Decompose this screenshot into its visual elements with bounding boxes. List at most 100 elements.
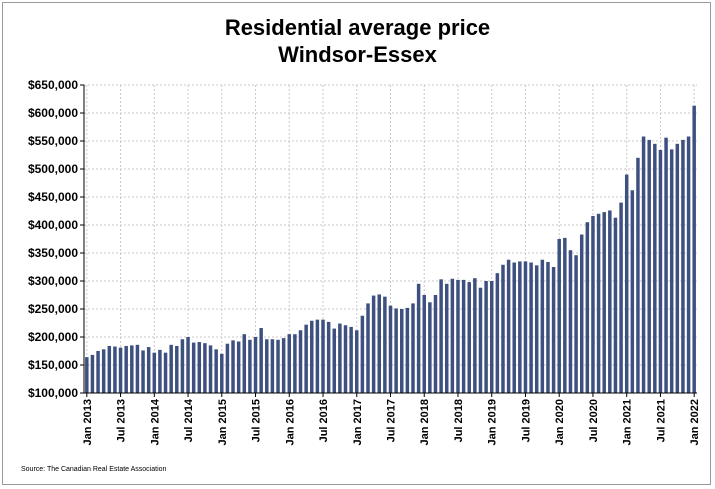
bar — [90, 354, 95, 393]
bar — [450, 278, 455, 393]
bar — [675, 143, 680, 393]
bar — [236, 341, 241, 393]
bar — [355, 330, 359, 393]
bar — [596, 213, 601, 393]
bar — [518, 261, 522, 393]
bar — [169, 344, 173, 393]
bar — [360, 315, 365, 393]
bar — [158, 349, 162, 393]
x-tick-label: Jul 2015 — [251, 399, 263, 442]
bar — [130, 345, 134, 393]
x-tick-label: Jul 2016 — [318, 399, 330, 442]
x-tick-label: Jan 2014 — [149, 398, 161, 445]
bar — [163, 352, 168, 393]
y-tick-label: $400,000 — [28, 218, 78, 232]
bar — [152, 352, 157, 393]
y-tick-label: $350,000 — [28, 246, 78, 260]
bar — [197, 342, 202, 393]
y-tick-label: $100,000 — [28, 386, 78, 400]
bar — [484, 281, 488, 393]
bar — [585, 222, 590, 393]
bar — [692, 105, 696, 393]
bar — [326, 321, 331, 393]
x-tick-label: Jul 2018 — [453, 399, 465, 442]
bar — [501, 264, 505, 393]
x-tick-label: Jan 2017 — [352, 399, 364, 445]
bar — [523, 261, 528, 393]
bar — [512, 262, 516, 393]
bar — [175, 345, 179, 393]
y-tick-labels: $100,000 $150,000 $200,000 $250,000 $300,000… — [28, 78, 78, 400]
bar — [281, 338, 286, 393]
bar — [85, 357, 89, 393]
bar — [298, 330, 303, 393]
bar — [388, 305, 393, 393]
bar — [534, 265, 539, 393]
x-tick-label: Jul 2020 — [588, 399, 600, 442]
bar — [546, 261, 550, 393]
bar — [411, 303, 415, 393]
y-tick-label: $250,000 — [28, 302, 78, 316]
bar — [304, 324, 308, 393]
bar — [259, 328, 263, 393]
bar — [686, 136, 691, 393]
bar — [191, 342, 196, 393]
bar — [135, 344, 140, 393]
bar — [619, 202, 623, 393]
bar — [647, 139, 651, 393]
bar — [293, 334, 297, 393]
bar — [551, 267, 556, 393]
bar — [214, 349, 218, 393]
chart-title: Residential average price Windsor-Essex — [0, 14, 715, 68]
bar — [653, 143, 657, 393]
bar — [276, 339, 280, 393]
bar — [540, 259, 545, 393]
bar — [265, 339, 269, 393]
bar — [186, 337, 190, 393]
bar — [422, 295, 426, 393]
bar — [478, 287, 483, 393]
y-tick-label: $150,000 — [28, 358, 78, 372]
chart-title-line-1: Residential average price — [224, 15, 491, 40]
bar — [118, 347, 123, 393]
bar — [248, 339, 252, 393]
bar — [664, 137, 668, 393]
bar — [624, 174, 629, 393]
bar — [383, 296, 387, 393]
x-tick-label: Jul 2013 — [116, 399, 128, 442]
bar — [467, 282, 471, 393]
x-tick-label: Jan 2015 — [217, 399, 229, 445]
bar — [343, 325, 348, 393]
bar — [113, 346, 117, 393]
bar — [456, 279, 460, 393]
bar — [613, 217, 618, 393]
bar — [591, 216, 595, 393]
y-tick-label: $450,000 — [28, 190, 78, 204]
bar — [242, 334, 247, 393]
bar — [101, 349, 106, 393]
bar — [579, 234, 584, 393]
bars — [85, 105, 696, 393]
bar — [669, 149, 674, 393]
x-tick-labels: Jan 2013 Jul 2013 Jan 2014 Jul 2014 Jan 2015… — [82, 398, 701, 445]
bar — [416, 283, 421, 393]
bar — [310, 320, 314, 393]
source-note: Source: The Canadian Real Estate Associa… — [21, 466, 167, 473]
bar — [124, 345, 128, 393]
bar — [608, 210, 612, 393]
bar — [107, 345, 112, 393]
bar — [253, 337, 258, 393]
bar — [428, 302, 432, 393]
y-tick-label: $650,000 — [28, 78, 78, 92]
bar — [473, 278, 477, 393]
bar — [208, 345, 213, 393]
y-tick-label: $500,000 — [28, 162, 78, 176]
bar — [377, 294, 381, 393]
bar — [495, 273, 500, 393]
bar — [203, 343, 207, 393]
bar — [225, 343, 230, 393]
bar — [563, 237, 567, 393]
bar — [630, 190, 635, 393]
x-tick-label: Jan 2013 — [82, 399, 94, 445]
